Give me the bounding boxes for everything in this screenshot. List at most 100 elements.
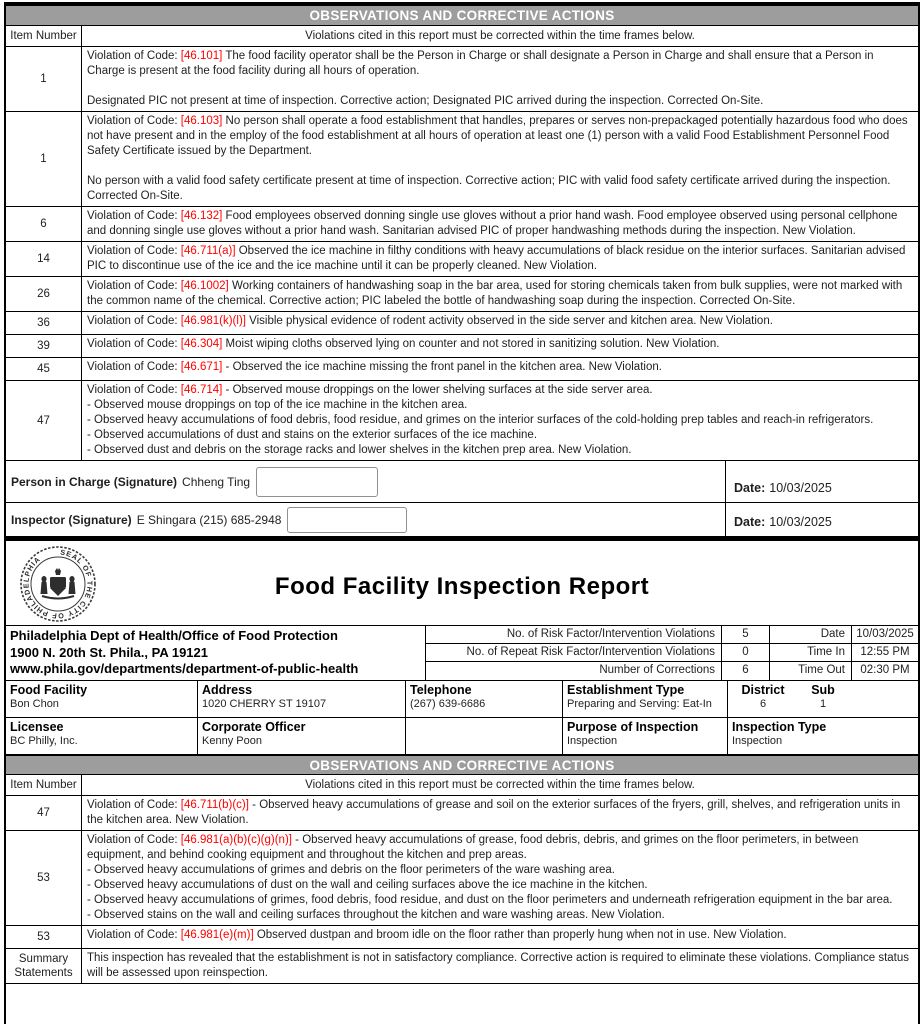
- violation-code: [46.981(e)(m)]: [180, 928, 254, 941]
- violation-prefix: Violation of Code:: [87, 210, 181, 222]
- agency-stats-section: Philadelphia Dept of Health/Office of Fo…: [6, 626, 918, 681]
- violations-table-2-header: Item Number Violations cited in this rep…: [6, 774, 918, 796]
- stat-time-in-label: Time In: [770, 644, 852, 662]
- stat-label: No. of Repeat Risk Factor/Intervention V…: [426, 644, 722, 662]
- violation-description: Moist wiping cloths observed lying on co…: [222, 338, 720, 350]
- inspector-signature-input[interactable]: [287, 506, 408, 533]
- stat-row-risk-violations: No. of Risk Factor/Intervention Violatio…: [426, 626, 918, 645]
- inspection-stats: No. of Risk Factor/Intervention Violatio…: [426, 626, 918, 680]
- pic-signature-input[interactable]: [256, 466, 379, 497]
- violation-row: 47 Violation of Code: [46.714] - Observed…: [6, 381, 918, 461]
- purpose-cell: Purpose of Inspection Inspection: [563, 717, 728, 754]
- violation-text-cell: Violation of Code: [46.711(a)] Observed …: [82, 242, 918, 276]
- item-number: 14: [6, 242, 82, 276]
- violation-code: [46.101]: [180, 50, 223, 62]
- inspector-date-label: Date:: [734, 515, 766, 529]
- item-number: 26: [6, 277, 82, 311]
- stat-label: Number of Corrections: [426, 662, 722, 680]
- violation-prefix: Violation of Code:: [87, 361, 181, 373]
- violation-row: 6 Violation of Code: [46.132] Food employ…: [6, 207, 918, 242]
- report-title-section: SEAL OF THE CITY OF PHILADELPHIA Food Fa…: [6, 541, 918, 626]
- violation-prefix: Violation of Code:: [87, 50, 181, 62]
- violation-prefix: Violation of Code:: [87, 338, 181, 350]
- item-number: 39: [6, 335, 82, 357]
- food-facility-label: Food Facility: [10, 682, 88, 697]
- stat-value: 0: [722, 644, 770, 662]
- violation-prefix: Violation of Code:: [87, 798, 181, 811]
- item-number: 47: [6, 795, 82, 830]
- violation-description: Observed dustpan and broom idle on the f…: [253, 928, 787, 941]
- violation-row: 1 Violation of Code: [46.103] No person s…: [6, 112, 918, 207]
- violation-code: [46.711(a)]: [180, 245, 236, 257]
- item-number-column-header: Item Number: [6, 26, 82, 46]
- pic-date-cell: Date: 10/03/2025: [725, 461, 918, 502]
- violation-code: [46.671]: [180, 361, 223, 373]
- violations-table-1-header: Item Number Violations cited in this rep…: [6, 26, 918, 47]
- establishment-type-value: Preparing and Serving: Eat-In: [567, 697, 712, 710]
- district-sub-cell: District 6 Sub 1: [728, 681, 918, 717]
- summary-statements-row: Summary Statements This inspection has r…: [6, 948, 918, 984]
- sub-value: 1: [819, 697, 827, 710]
- violations-table-2: 47 Violation of Code: [46.711(b)(c)] - Ob…: [6, 795, 918, 949]
- item-number: 1: [6, 47, 82, 111]
- violation-row: 47 Violation of Code: [46.711(b)(c)] - Ob…: [6, 795, 918, 831]
- stat-value: 5: [722, 626, 770, 644]
- violation-code: [46.1002]: [180, 280, 229, 292]
- agency-address: 1900 N. 20th St. Phila., PA 19121: [10, 644, 208, 660]
- bottom-empty-row: [6, 984, 918, 1024]
- violation-text-cell: Violation of Code: [46.103] No person sh…: [82, 112, 918, 206]
- violation-code: [46.981(k)(l)]: [180, 315, 246, 327]
- violation-description: - Observed heavy accumulations of grease…: [87, 833, 893, 921]
- section-header-observations-1: OBSERVATIONS AND CORRECTIVE ACTIONS: [6, 6, 918, 26]
- licensee-label: Licensee: [10, 719, 64, 734]
- section-header-text: OBSERVATIONS AND CORRECTIVE ACTIONS: [309, 8, 615, 23]
- violation-prefix: Violation of Code:: [87, 384, 181, 396]
- empty-cell: [406, 717, 563, 754]
- sub-label: Sub: [811, 682, 835, 697]
- section-header-observations-2: OBSERVATIONS AND CORRECTIVE ACTIONS: [6, 754, 918, 775]
- item-number: 53: [6, 925, 82, 948]
- stat-row-repeat-violations: No. of Repeat Risk Factor/Intervention V…: [426, 644, 918, 663]
- summary-statements-text: This inspection has revealed that the es…: [87, 951, 910, 979]
- violations-note: Violations cited in this report must be …: [305, 778, 695, 791]
- section-header-text: OBSERVATIONS AND CORRECTIVE ACTIONS: [309, 757, 615, 773]
- violation-description: Visible physical evidence of rodent acti…: [245, 315, 773, 327]
- inspection-type-cell: Inspection Type Inspection: [728, 718, 918, 754]
- item-number: 1: [6, 112, 82, 206]
- violation-prefix: Violation of Code:: [87, 245, 181, 257]
- violation-description: - Observed mouse droppings on the lower …: [87, 384, 874, 456]
- summary-statements-label: Summary Statements: [6, 948, 82, 983]
- pic-signature-label: Person in Charge (Signature): [11, 474, 178, 489]
- pic-date-label: Date:: [734, 481, 766, 495]
- violation-code: [46.711(b)(c)]: [180, 798, 249, 811]
- violation-code: [46.103]: [180, 115, 223, 127]
- stat-row-corrections: Number of Corrections 6 Time Out 02:30 P…: [426, 662, 918, 680]
- inspector-date-cell: Date: 10/03/2025: [725, 503, 918, 536]
- violation-row: 53 Violation of Code: [46.981(e)(m)] Obse…: [6, 925, 918, 949]
- violation-text-cell: Violation of Code: [46.304] Moist wiping…: [82, 335, 918, 357]
- stat-time-out-label: Time Out: [770, 662, 852, 680]
- pic-date-value: 10/03/2025: [769, 481, 832, 495]
- violation-description: No person shall operate a food establish…: [87, 115, 908, 202]
- inspector-signature-label: Inspector (Signature): [11, 512, 132, 527]
- address-label: Address: [202, 682, 253, 697]
- philadelphia-city-seal-icon: SEAL OF THE CITY OF PHILADELPHIA: [18, 544, 98, 629]
- pic-signature-row: Person in Charge (Signature) Chheng Ting…: [6, 461, 918, 503]
- violation-prefix: Violation of Code:: [87, 315, 181, 327]
- corporate-officer-cell: Corporate Officer Kenny Poon: [198, 717, 406, 754]
- violation-text-cell: Violation of Code: [46.101] The food fac…: [82, 47, 918, 111]
- violation-row: 26 Violation of Code: [46.1002] Working c…: [6, 277, 918, 312]
- section-divider: [6, 536, 918, 541]
- violation-prefix: Violation of Code:: [87, 928, 181, 941]
- inspection-type-label: Inspection Type: [732, 719, 827, 734]
- violation-text-cell: Violation of Code: [46.714] - Observed m…: [82, 381, 918, 460]
- violation-row: 1 Violation of Code: [46.101] The food fa…: [6, 47, 918, 112]
- establishment-type-label: Establishment Type: [567, 682, 685, 697]
- document-frame: OBSERVATIONS AND CORRECTIVE ACTIONS Item…: [4, 2, 920, 1024]
- item-number: 53: [6, 830, 82, 925]
- item-number: 45: [6, 358, 82, 380]
- violation-code: [46.132]: [180, 210, 223, 222]
- violation-text-cell: Violation of Code: [46.671] - Observed t…: [82, 358, 918, 380]
- violation-description: The food facility operator shall be the …: [87, 50, 874, 107]
